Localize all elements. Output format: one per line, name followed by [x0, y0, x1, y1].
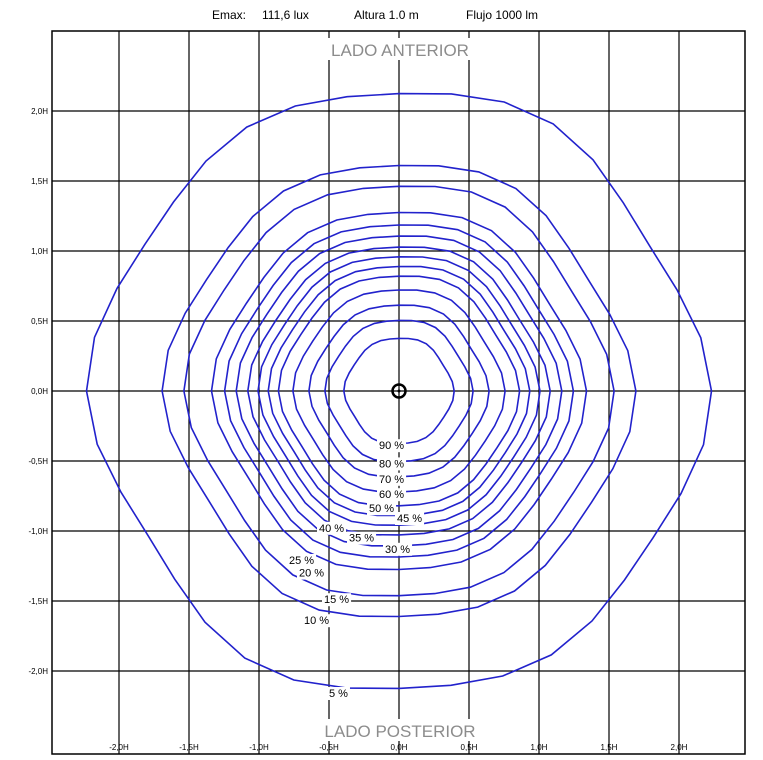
x-tick-label: 1,5H [601, 743, 618, 752]
y-tick-label: 0,0H [31, 387, 48, 396]
contour-line [246, 246, 552, 536]
height-text: Altura 1.0 m [354, 8, 419, 22]
center-marker [391, 383, 407, 399]
grid [52, 31, 745, 754]
contour-line [292, 289, 506, 493]
x-tick-label: 1,0H [531, 743, 548, 752]
contour-line [235, 235, 563, 547]
contour-label: 80 % [379, 458, 404, 470]
x-tick-label: 0,5H [461, 743, 478, 752]
chart-title: Emax: 111,6 lux Altura 1.0 m Flujo 1000 … [212, 8, 538, 22]
contour-line [308, 304, 490, 478]
contour-label: 5 % [329, 688, 348, 700]
x-tick-label: -2,0H [109, 743, 129, 752]
contour-label-bg [317, 521, 347, 535]
contour-label: 30 % [385, 544, 410, 556]
contour-line [161, 164, 637, 618]
contour-label: 70 % [379, 474, 404, 486]
y-tick-label: 0,5H [31, 317, 48, 326]
contour-label-bg [322, 593, 352, 607]
contour-label-bg [302, 614, 332, 628]
contour-label-bg [327, 687, 350, 700]
y-tick-label: -1,5H [28, 597, 48, 606]
contour-label-bg [297, 566, 327, 580]
contour-label: 20 % [299, 568, 324, 580]
contour-label-bg [347, 531, 377, 545]
contours [85, 92, 713, 690]
contour-label: 50 % [369, 503, 394, 515]
contour-label-bg [287, 554, 317, 567]
contour-label-bg [395, 512, 425, 525]
contour-label-bg [377, 488, 407, 502]
x-tick-label: -1,5H [179, 743, 199, 752]
contour-label: 10 % [304, 615, 329, 627]
contour-label: 45 % [397, 513, 422, 525]
contour-label-bg [383, 542, 413, 556]
top-label-bg [307, 38, 493, 60]
contour-label-bg [377, 457, 407, 471]
contour-label-bg [377, 439, 407, 453]
y-tick-label: 2,0H [31, 107, 48, 116]
contour-line [210, 211, 588, 571]
y-tick-label: -0,5H [28, 457, 48, 466]
x-tick-label: 2,0H [671, 743, 688, 752]
contour-line [257, 255, 541, 527]
contour-labels: 90 % 80 % 70 % 60 % 50 %45 % 40 % 35 % 30 % 25 %… [287, 439, 425, 700]
contour-line [223, 224, 575, 558]
contour-line [342, 337, 456, 445]
emax-value: 111,6 lux [262, 8, 309, 22]
flux-text: Flujo 1000 lm [466, 8, 538, 22]
x-tick-label: -0,5H [319, 743, 339, 752]
tick-labels: -2,0H -1,5H -1,0H -0,5H 0,0H 0,5H 1,0H 1,5H 2,0H… [28, 107, 687, 752]
emax-label: Emax: [212, 8, 246, 22]
y-tick-label: 1,5H [31, 177, 48, 186]
x-tick-label: 0,0H [391, 743, 408, 752]
contour-label-bg [367, 502, 397, 516]
contour-label: 90 % [379, 440, 404, 452]
contour-line [267, 265, 531, 517]
bottom-side-label: LADO POSTERIOR [324, 722, 475, 741]
x-tick-label: -1,0H [249, 743, 269, 752]
y-tick-label: 1,0H [31, 247, 48, 256]
top-side-label: LADO ANTERIOR [331, 41, 469, 60]
contour-label: 60 % [379, 489, 404, 501]
contour-label-bg [377, 472, 407, 486]
contour-line [85, 92, 713, 690]
contour-label: 35 % [349, 533, 374, 545]
contour-label: 15 % [324, 594, 349, 606]
bottom-label-bg [295, 719, 505, 741]
contour-label: 25 % [289, 555, 314, 567]
contour-line [183, 185, 615, 597]
contour-line [324, 319, 474, 463]
plot-frame [51, 30, 746, 755]
contour-line [277, 275, 521, 507]
contour-label: 40 % [319, 523, 344, 535]
y-tick-label: -2,0H [28, 667, 48, 676]
y-tick-label: -1,0H [28, 527, 48, 536]
